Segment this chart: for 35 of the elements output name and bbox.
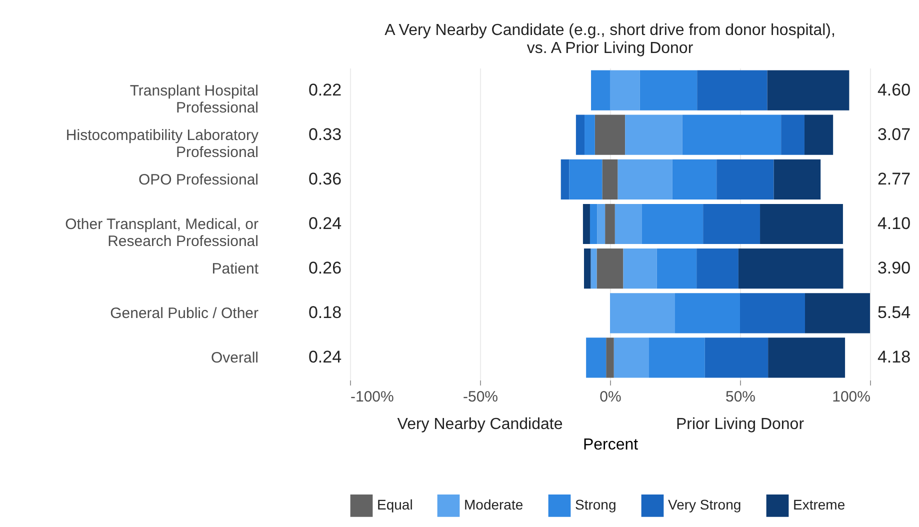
- x-tick-label: 0%: [600, 388, 622, 406]
- chart-title: A Very Nearby Candidate (e.g., short drive from donor hospital), vs. A Prior Living Donor: [384, 22, 836, 57]
- text: Prior Living Donor: [676, 416, 805, 433]
- text: 4.60: [877, 80, 911, 100]
- x-tick-label: 50%: [725, 388, 756, 406]
- text: 0.24: [308, 348, 342, 367]
- text: 0.33: [308, 124, 342, 144]
- x-tick-label: 100%: [832, 388, 870, 406]
- text: 0.22: [308, 80, 342, 100]
- y-tick-label: Other Transplant, Medical, or Research Professional: [65, 216, 258, 250]
- legend-label: Moderate: [464, 496, 524, 513]
- text: 3.07: [877, 124, 911, 144]
- text: 2.77: [877, 169, 911, 188]
- y-tick-label: Transplant Hospital Professional: [130, 82, 258, 116]
- text: Very Nearby Candidate: [397, 416, 563, 433]
- text: 4.10: [877, 214, 911, 233]
- text: 0.36: [308, 169, 342, 188]
- y-tick-label: Histocompatibility Laboratory Professional: [66, 126, 259, 161]
- legend-label: Equal: [377, 496, 413, 513]
- text: 0.26: [308, 258, 342, 278]
- x-axis-title: Percent: [582, 436, 639, 454]
- text: 0.18: [308, 303, 342, 322]
- text: 5.54: [877, 303, 911, 322]
- y-tick-label: General Public / Other: [110, 305, 258, 322]
- text: 4.18: [877, 348, 911, 367]
- y-tick-label: OPO Professional: [138, 171, 258, 188]
- text: 3.90: [877, 258, 911, 278]
- legend-label: Strong: [575, 496, 616, 513]
- text: 0.24: [308, 214, 342, 233]
- legend-label: Very Strong: [668, 496, 742, 513]
- legend-label: Extreme: [793, 496, 846, 513]
- x-tick-label: -50%: [462, 388, 498, 406]
- y-tick-label: Overall: [210, 350, 258, 367]
- x-tick-label: -100%: [350, 388, 394, 406]
- y-tick-label: Patient: [212, 260, 260, 278]
